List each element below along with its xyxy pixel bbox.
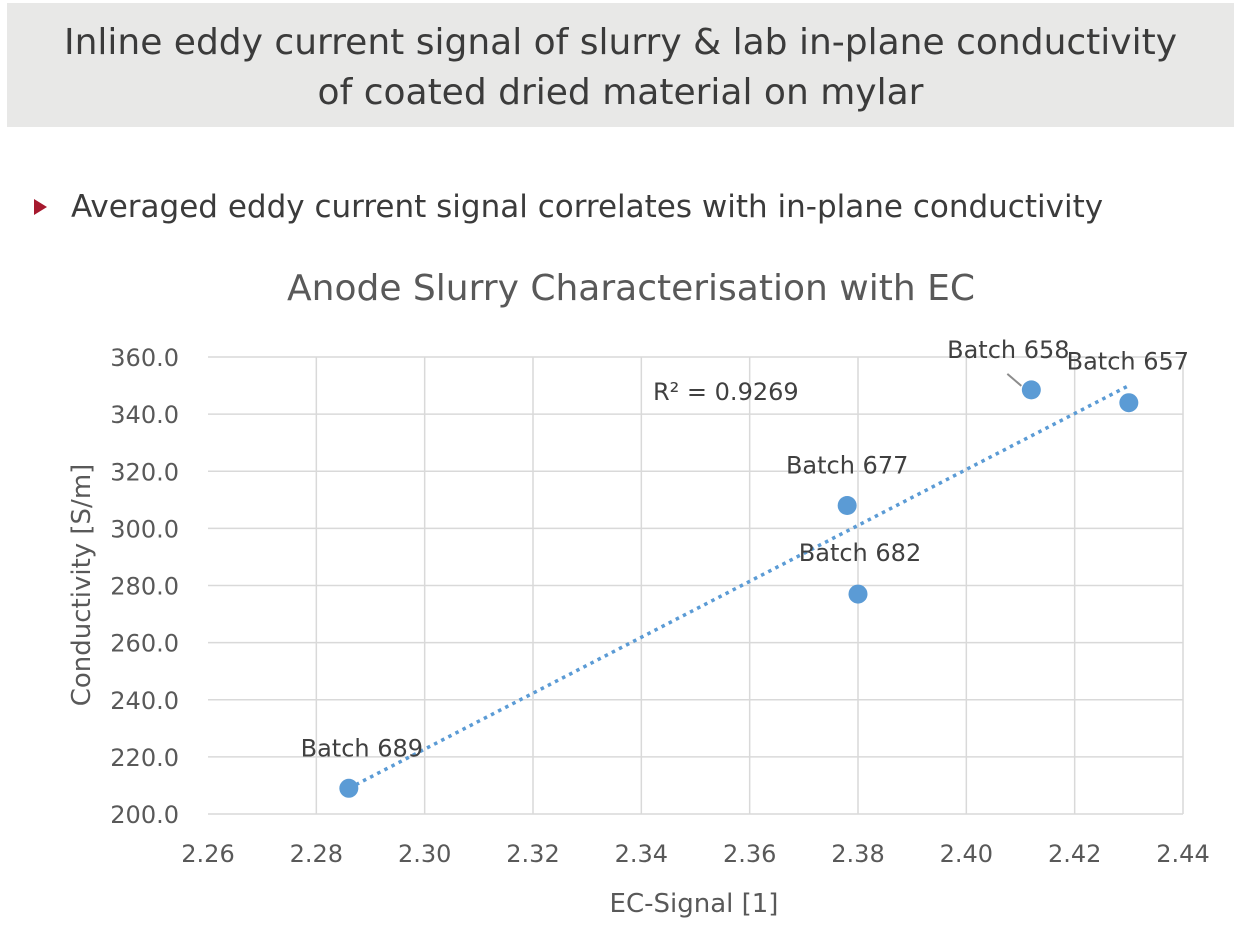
r-squared-label: R² = 0.9269 bbox=[653, 378, 799, 406]
y-tick-label: 320.0 bbox=[110, 458, 179, 486]
title-banner: Inline eddy current signal of slurry & l… bbox=[7, 3, 1234, 127]
x-tick-label: 2.40 bbox=[940, 840, 993, 868]
data-point bbox=[848, 584, 868, 604]
trendline bbox=[348, 384, 1130, 790]
x-tick-label: 2.26 bbox=[181, 840, 234, 868]
y-axis-title: Conductivity [S/m] bbox=[67, 464, 97, 707]
slide-title-line-2: of coated dried material on mylar bbox=[317, 72, 924, 113]
y-tick-label: 340.0 bbox=[110, 401, 179, 429]
x-tick-label: 2.28 bbox=[290, 840, 343, 868]
x-axis-title: EC-Signal [1] bbox=[610, 889, 779, 919]
label-leader-line bbox=[1006, 373, 1022, 387]
y-tick-label: 200.0 bbox=[110, 801, 179, 829]
x-tick-label: 2.30 bbox=[398, 840, 451, 868]
data-labels: Batch 689 Batch 677 Batch 682 Batch 658Batc… bbox=[301, 336, 1189, 762]
slide-title-line-1: Inline eddy current signal of slurry & l… bbox=[63, 22, 1178, 63]
x-tick-label: 2.36 bbox=[723, 840, 776, 868]
x-tick-label: 2.44 bbox=[1156, 840, 1209, 868]
bullet-point: Averaged eddy current signal correlates … bbox=[34, 184, 1103, 230]
y-tick-label: 360.0 bbox=[110, 344, 179, 372]
x-tick-label: 2.38 bbox=[831, 840, 884, 868]
x-tick-label: 2.42 bbox=[1048, 840, 1101, 868]
tick-labels: 2.26 2.28 2.30 2.32 2.34 2.36 2.38 2.40 2.42 2.44… bbox=[110, 344, 1209, 868]
data-point bbox=[339, 778, 359, 798]
data-label: Batch 682 bbox=[799, 539, 921, 567]
trendline-group bbox=[348, 384, 1130, 790]
y-tick-label: 260.0 bbox=[110, 630, 179, 658]
x-tick-label: 2.32 bbox=[506, 840, 559, 868]
data-point bbox=[1119, 393, 1139, 413]
data-label: Batch 658 bbox=[947, 336, 1069, 364]
chart-title: Anode Slurry Characterisation with EC bbox=[287, 268, 975, 309]
data-label: Batch 689 bbox=[301, 734, 423, 762]
x-tick-label: 2.34 bbox=[615, 840, 668, 868]
y-tick-label: 220.0 bbox=[110, 744, 179, 772]
data-label: Batch 657 bbox=[1067, 348, 1189, 376]
bullet-triangle-icon bbox=[34, 199, 47, 215]
data-points bbox=[339, 380, 1139, 798]
data-point bbox=[837, 496, 857, 516]
y-tick-label: 280.0 bbox=[110, 573, 179, 601]
data-label: Batch 677 bbox=[786, 452, 908, 480]
y-tick-label: 240.0 bbox=[110, 687, 179, 715]
y-tick-label: 300.0 bbox=[110, 515, 179, 543]
data-point bbox=[1021, 380, 1041, 400]
bullet-text: Averaged eddy current signal correlates … bbox=[71, 189, 1104, 225]
grid bbox=[208, 356, 1184, 815]
